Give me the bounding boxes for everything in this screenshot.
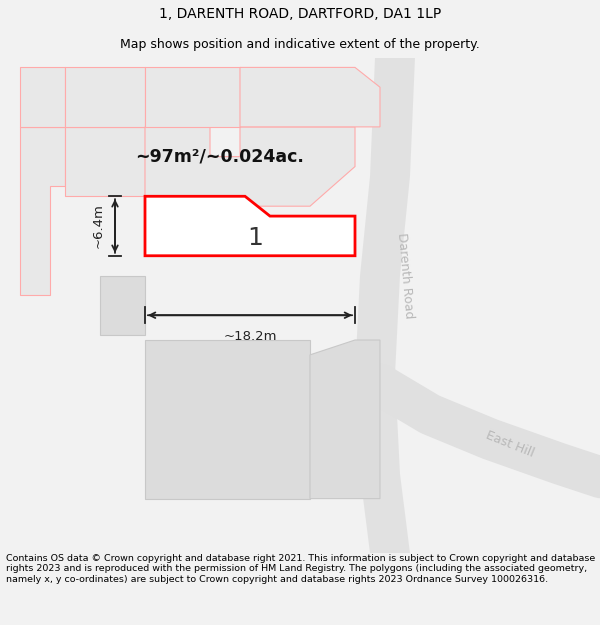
Polygon shape: [310, 340, 380, 499]
Text: 1, DARENTH ROAD, DARTFORD, DA1 1LP: 1, DARENTH ROAD, DARTFORD, DA1 1LP: [159, 8, 441, 21]
Polygon shape: [145, 68, 240, 127]
Text: Darenth Road: Darenth Road: [395, 232, 415, 319]
Text: East Hill: East Hill: [484, 429, 536, 459]
Polygon shape: [100, 276, 145, 335]
Polygon shape: [65, 68, 145, 127]
Polygon shape: [20, 68, 65, 127]
Polygon shape: [355, 58, 415, 553]
Text: 1: 1: [247, 226, 263, 250]
Text: ~18.2m: ~18.2m: [223, 330, 277, 343]
Polygon shape: [145, 196, 355, 256]
Polygon shape: [145, 340, 310, 499]
Polygon shape: [240, 68, 380, 127]
Text: ~97m²/~0.024ac.: ~97m²/~0.024ac.: [136, 148, 304, 166]
Polygon shape: [65, 127, 145, 196]
Polygon shape: [20, 127, 65, 296]
Text: ~6.4m: ~6.4m: [92, 204, 105, 249]
Polygon shape: [145, 127, 355, 206]
Text: Map shows position and indicative extent of the property.: Map shows position and indicative extent…: [120, 38, 480, 51]
Text: Contains OS data © Crown copyright and database right 2021. This information is : Contains OS data © Crown copyright and d…: [6, 554, 595, 584]
